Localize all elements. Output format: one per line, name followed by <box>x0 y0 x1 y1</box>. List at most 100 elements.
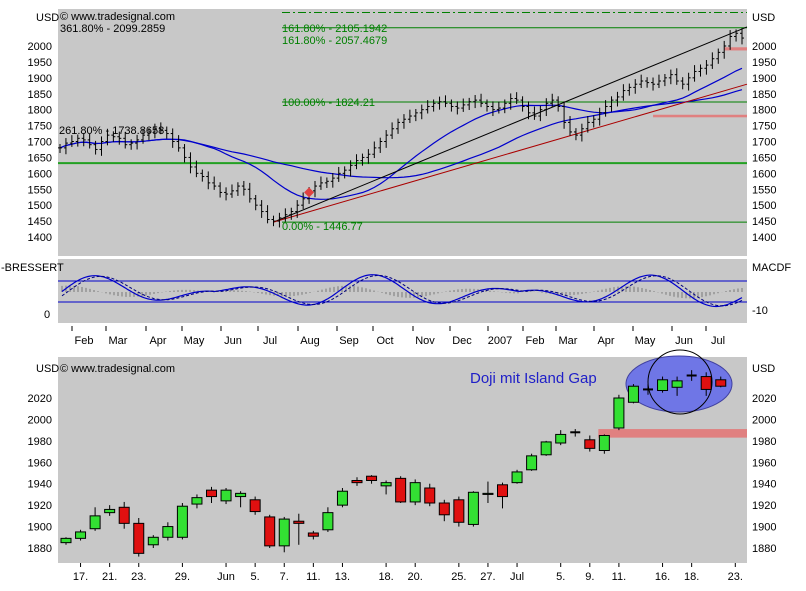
candle-body <box>540 441 552 456</box>
candle-body <box>235 492 247 498</box>
daily-x-tick-label: 5. <box>556 571 565 583</box>
candle-body <box>511 471 523 484</box>
oscillator-tick-left: 0 <box>44 309 50 321</box>
fib-label-161-lower: 161.80% - 2057.4679 <box>282 35 387 47</box>
doji-circle <box>647 349 713 415</box>
candle-body <box>293 520 305 524</box>
daily-x-tick-label: 11. <box>306 571 320 583</box>
candle-body <box>147 536 159 546</box>
month-tick-label: Mar <box>559 335 578 347</box>
daily-x-tick-label: 11. <box>612 571 626 583</box>
month-tick-label: Sep <box>339 335 359 347</box>
month-tick-label: Mar <box>109 335 128 347</box>
candle-body <box>584 439 596 449</box>
daily-x-tick-label: Jun <box>217 571 235 583</box>
daily-x-tick-label: 18. <box>684 571 699 583</box>
daily-annotation: Doji mit Island Gap <box>470 370 597 387</box>
signal-diamond <box>304 187 315 198</box>
weekly-ytick-left: 1600 <box>28 168 52 180</box>
month-tick-label: May <box>635 335 656 347</box>
candle-body <box>467 491 479 525</box>
fib-label-0: 0.00% - 1446.77 <box>282 221 363 233</box>
weekly-ytick-left: 1400 <box>28 232 52 244</box>
daily-x-tick-label: 27. <box>480 571 495 583</box>
candle-body <box>307 532 319 537</box>
candle-body <box>627 385 639 403</box>
weekly-ytick-right: 1800 <box>752 105 776 117</box>
daily-x-tick-label: 13. <box>335 571 350 583</box>
support-red-line <box>273 83 748 223</box>
daily-x-tick-label: 16. <box>655 571 670 583</box>
daily-ytick-left: 1940 <box>28 479 52 491</box>
daily-x-tick-label: 23. <box>728 571 743 583</box>
resistance-zone <box>724 47 747 51</box>
fib-label-161-upper: 161.80% - 2105.1942 <box>282 23 387 35</box>
weekly-ytick-right: 2000 <box>752 41 776 53</box>
candle-body <box>118 506 130 524</box>
candle-body <box>526 455 538 471</box>
month-tick-label: Feb <box>526 335 545 347</box>
candle-body <box>366 475 378 482</box>
candle-body <box>191 497 203 505</box>
oscillator-line <box>61 274 743 308</box>
month-tick-label: Jun <box>224 335 242 347</box>
daily-x-tick-label: 25. <box>451 571 466 583</box>
daily-ytick-left: 1980 <box>28 436 52 448</box>
candle-body <box>264 516 276 547</box>
weekly-ytick-right: 1650 <box>752 152 776 164</box>
weekly-ytick-right: 1500 <box>752 200 776 212</box>
weekly-ytick-left: 1450 <box>28 216 52 228</box>
weekly-usd-label-left: USD <box>36 12 59 24</box>
resistance-zone <box>653 114 747 118</box>
daily-ytick-left: 2020 <box>28 393 52 405</box>
daily-ytick-left: 1880 <box>28 543 52 555</box>
weekly-ytick-right: 1850 <box>752 89 776 101</box>
weekly-ytick-left: 1850 <box>28 89 52 101</box>
month-tick-label: Apr <box>149 335 166 347</box>
candle-body <box>453 499 465 523</box>
fib-label-261: 261.80% - 1738.8658 <box>59 125 164 137</box>
candle-body <box>395 477 407 503</box>
weekly-ytick-right: 1550 <box>752 184 776 196</box>
month-tick-label: Oct <box>376 335 393 347</box>
daily-x-tick-label: 20. <box>408 571 423 583</box>
daily-x-tick-label: 9. <box>585 571 594 583</box>
candle-body <box>555 433 567 444</box>
candle-body <box>75 531 87 539</box>
weekly-ytick-left: 1900 <box>28 73 52 85</box>
candle-body <box>133 522 145 554</box>
daily-ytick-right: 2020 <box>752 393 776 405</box>
weekly-ytick-left: 1800 <box>28 105 52 117</box>
daily-price-plot: 1880 1880 1900 1900 1920 1920 1940 1940 1960 1960… <box>28 349 776 583</box>
daily-x-tick-label: 23. <box>131 571 146 583</box>
oscillator-label-left: -BRESSERT <box>1 262 64 274</box>
month-tick-label: Dec <box>452 335 472 347</box>
weekly-ytick-right: 1900 <box>752 73 776 85</box>
candle-body <box>613 397 625 429</box>
candle-body <box>322 512 334 531</box>
weekly-ytick-left: 1750 <box>28 121 52 133</box>
candle-body <box>657 379 669 391</box>
candle-body <box>424 487 436 504</box>
month-tick-label: Jul <box>711 335 725 347</box>
daily-x-tick-label: Jul <box>510 571 524 583</box>
candle-body <box>206 489 217 498</box>
candle-body <box>162 526 174 538</box>
daily-copyright: © www.tradesignal.com <box>60 363 175 375</box>
weekly-ytick-right: 1400 <box>752 232 776 244</box>
oscillator-tick-right: -10 <box>752 305 768 317</box>
weekly-ytick-right: 1700 <box>752 137 776 149</box>
daily-x-tick-label: 5. <box>251 571 260 583</box>
weekly-ytick-left: 1950 <box>28 57 52 69</box>
daily-ytick-right: 1980 <box>752 436 776 448</box>
daily-ytick-right: 1940 <box>752 479 776 491</box>
weekly-ytick-right: 1600 <box>752 168 776 180</box>
month-tick-label: Aug <box>300 335 320 347</box>
oscillator-label-right: MACDF <box>752 262 791 274</box>
candle-body <box>409 482 421 503</box>
candle-body <box>336 490 348 506</box>
candle-body <box>598 435 610 451</box>
daily-ytick-right: 1900 <box>752 522 776 534</box>
daily-x-tick-label: 29. <box>175 571 190 583</box>
candle-body <box>89 515 101 530</box>
